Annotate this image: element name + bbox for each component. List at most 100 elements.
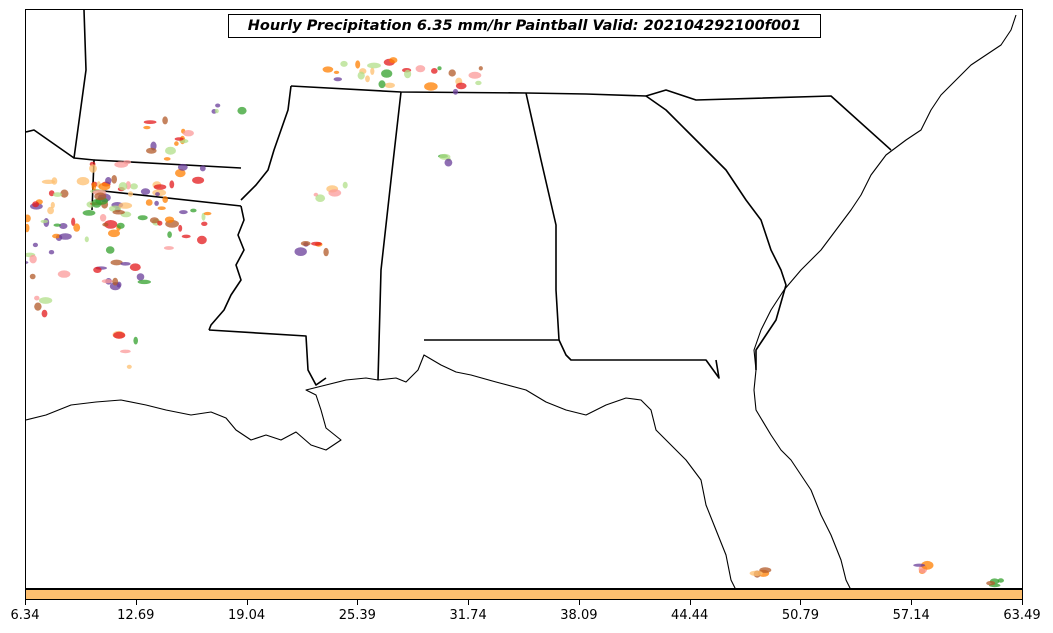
paintball-blob	[370, 67, 375, 75]
paintball-blob	[140, 188, 151, 195]
paintball-blob	[129, 263, 141, 271]
state-boundaries	[26, 10, 892, 386]
paintball-blob	[41, 309, 48, 318]
paintball-blob	[34, 302, 42, 311]
paintball-blob	[237, 106, 247, 115]
colorbar-tick-label: 44.44	[671, 608, 709, 623]
paintball-blob	[448, 69, 456, 77]
paintball-blob	[93, 266, 102, 273]
paintball-blob	[32, 242, 38, 248]
paintball-blob	[157, 220, 163, 226]
paintball-blob	[126, 364, 132, 369]
paintball-blob	[169, 180, 175, 189]
paintball-blob	[137, 215, 148, 221]
colorbar-tick	[689, 600, 691, 605]
paintball-blob	[167, 231, 172, 239]
colorbar-tick-label: 63.49	[1003, 608, 1041, 623]
paintball-blob	[357, 71, 365, 80]
paintball-blob	[120, 262, 131, 266]
paintball-blob	[52, 192, 63, 197]
colorbar-tick-label: 6.34	[10, 608, 40, 623]
paintball-blob	[32, 201, 39, 208]
paintball-blob	[921, 560, 934, 570]
paintball-blob	[328, 189, 342, 197]
paintball-blob	[26, 214, 31, 223]
paintball-blob	[118, 182, 128, 191]
paintball-blob	[197, 235, 207, 245]
paintball-blob	[29, 273, 36, 280]
paintball-blob	[175, 169, 186, 178]
paintball-blob	[143, 125, 151, 130]
paintball-blob	[89, 164, 97, 173]
paintball-blob	[190, 208, 197, 213]
colorbar-tick	[578, 600, 580, 605]
paintball-blob	[203, 211, 212, 216]
paintball-blob	[123, 160, 132, 165]
colorbar-tick-label: 50.79	[781, 608, 820, 623]
colorbar-tick-label: 19.04	[227, 608, 266, 623]
colorbar-tick	[468, 600, 470, 605]
paintball-blob	[389, 57, 398, 64]
paintball-blob	[104, 220, 118, 229]
paintball-blob	[162, 116, 168, 125]
paintball-blob	[29, 254, 37, 264]
paintball-blob	[38, 297, 53, 304]
paintball-blob	[98, 182, 111, 191]
coastline	[26, 14, 1017, 588]
paintball-blob	[162, 196, 168, 203]
paintball-blob	[127, 191, 134, 197]
paintball-blob	[113, 331, 126, 339]
paintball-blob	[199, 165, 206, 172]
paintball-blob	[137, 279, 151, 285]
paintball-blob	[60, 189, 69, 198]
paintball-blob	[57, 270, 71, 278]
paintball-blob	[91, 182, 97, 191]
paintball-blob	[118, 202, 133, 209]
paintball-blob	[84, 236, 89, 243]
paintball-blob	[182, 130, 194, 137]
paintball-blob	[340, 60, 348, 67]
paintball-blob	[149, 217, 159, 224]
paintball-blob	[300, 241, 311, 246]
colorbar-tick	[135, 600, 137, 605]
paintball-blob	[214, 108, 219, 114]
paintball-blob	[181, 234, 191, 239]
paintball-blob	[381, 69, 393, 78]
paintball-blob	[174, 141, 179, 146]
paintball-blob	[986, 581, 996, 586]
paintball-blob	[99, 214, 107, 222]
colorbar-tick	[911, 600, 913, 605]
paintball-blob	[311, 241, 322, 246]
paintball-blob	[759, 567, 772, 573]
paintball-blob	[384, 82, 395, 89]
paintball-blob	[174, 137, 184, 141]
paintball-blob	[215, 103, 221, 108]
paintball-blob	[112, 277, 119, 286]
paintball-blob	[105, 177, 112, 185]
paintball-blob	[315, 194, 326, 202]
colorbar-tick	[357, 600, 359, 605]
paintball-blob	[333, 77, 342, 82]
paintball-blob	[48, 250, 55, 255]
paintball-blob	[192, 176, 205, 184]
colorbar-tick-label: 12.69	[117, 608, 155, 623]
paintball-blob	[322, 66, 334, 73]
paintball-blob	[145, 199, 153, 206]
paintball-blob	[164, 216, 175, 223]
paintball-blob	[475, 80, 482, 86]
paintball-blob	[163, 246, 174, 250]
paintball-blob	[163, 157, 171, 161]
paintball-blob	[342, 181, 348, 189]
paintball-blob	[105, 246, 115, 254]
paintball-blob	[997, 578, 1004, 583]
paintball-blob	[116, 222, 125, 229]
paintball-blob	[59, 233, 72, 240]
paintball-blob	[355, 60, 361, 69]
colorbar	[25, 589, 1023, 600]
colorbar-tick	[25, 600, 26, 605]
paintball-blob	[913, 563, 926, 567]
paintball-blob	[455, 82, 467, 90]
paintball-blob	[59, 223, 68, 229]
paintball-blob	[51, 177, 58, 185]
paintball-blob	[478, 66, 483, 71]
